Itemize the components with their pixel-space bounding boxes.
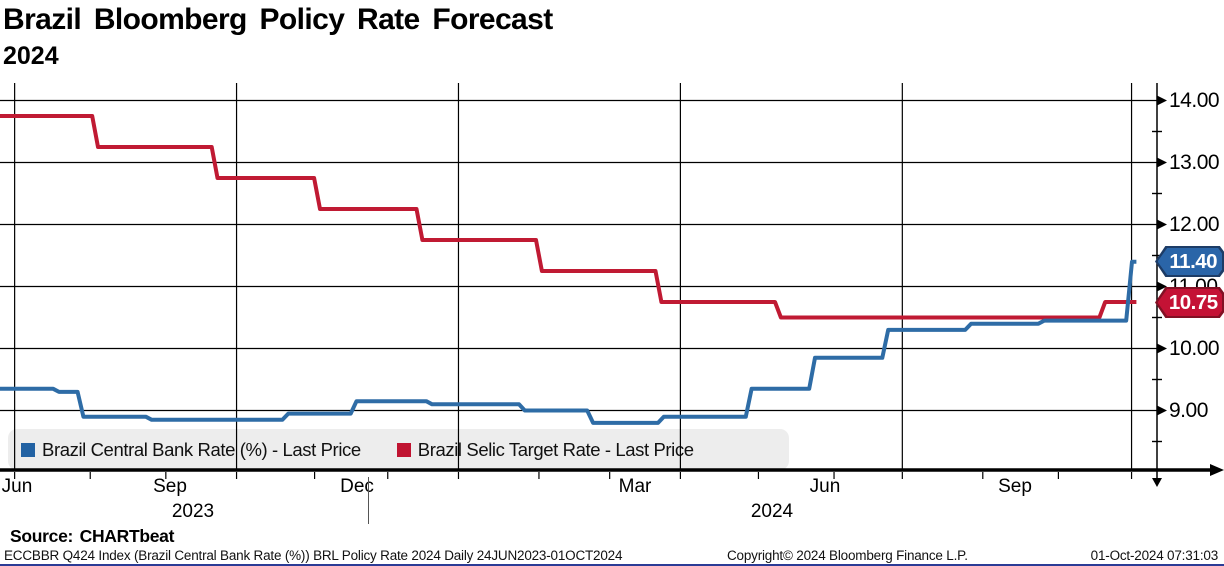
last-price-badge-blue[interactable]: 11.40 [1155,246,1224,277]
ticker-description: ECCBBR Q424 Index (Brazil Central Bank R… [4,548,623,563]
chart-title: Brazil Bloomberg Policy Rate Forecast [3,3,553,36]
last-price-value: 11.40 [1157,248,1222,275]
y-tick-arrow-icon [1157,95,1167,106]
y-axis-tick-label: 9.00 [1169,398,1208,422]
x-axis-month-label: Mar [618,476,652,497]
x-axis-month-label: Sep [153,476,187,497]
series-line [0,114,1137,320]
chart-subtitle: 2024 [3,42,59,70]
last-price-value: 10.75 [1157,289,1222,316]
red-series-swatch-icon [396,442,411,457]
y-tick-arrow-icon [1157,157,1167,168]
blue-series-swatch-icon [21,442,35,457]
legend-item-selic-target-rate[interactable]: Brazil Selic Target Rate - Last Price [396,438,694,461]
window-bottom-border [0,564,1224,566]
timestamp: 01-Oct-2024 07:31:03 [1090,548,1219,563]
x-axis-month-label: Jun [1,476,33,497]
x-axis-month-label: Dec [340,476,374,497]
y-tick-arrow-icon [1157,405,1167,416]
x-axis-year-label: 2023 [171,501,215,522]
y-axis-end-arrow-icon [1152,478,1162,487]
last-price-badge-red[interactable]: 10.75 [1155,287,1224,318]
legend-label: Brazil Central Bank Rate (%) - Last Pric… [42,438,361,460]
x-axis-month-label: Jun [809,476,841,497]
copyright-text: Copyright© 2024 Bloomberg Finance L.P. [727,548,968,563]
x-axis-year-label: 2024 [750,501,794,522]
source-label: Source: CHARTbeat [10,526,175,546]
chart-legend: Brazil Central Bank Rate (%) - Last Pric… [8,429,789,470]
y-axis-tick-label: 14.00 [1169,88,1220,112]
y-tick-arrow-icon [1157,343,1167,354]
y-axis-tick-label: 10.00 [1169,336,1220,360]
y-axis-tick-label: 12.00 [1169,212,1220,236]
legend-label: Brazil Selic Target Rate - Last Price [417,438,694,460]
legend-item-central-bank-rate[interactable]: Brazil Central Bank Rate (%) - Last Pric… [21,439,361,461]
x-axis-end-arrow-icon [1210,464,1224,476]
y-tick-arrow-icon [1157,219,1167,230]
x-axis-month-label: Sep [998,476,1032,497]
series-line [0,259,1137,425]
y-axis-tick-label: 13.00 [1169,150,1220,174]
year-separator-line [368,477,369,524]
